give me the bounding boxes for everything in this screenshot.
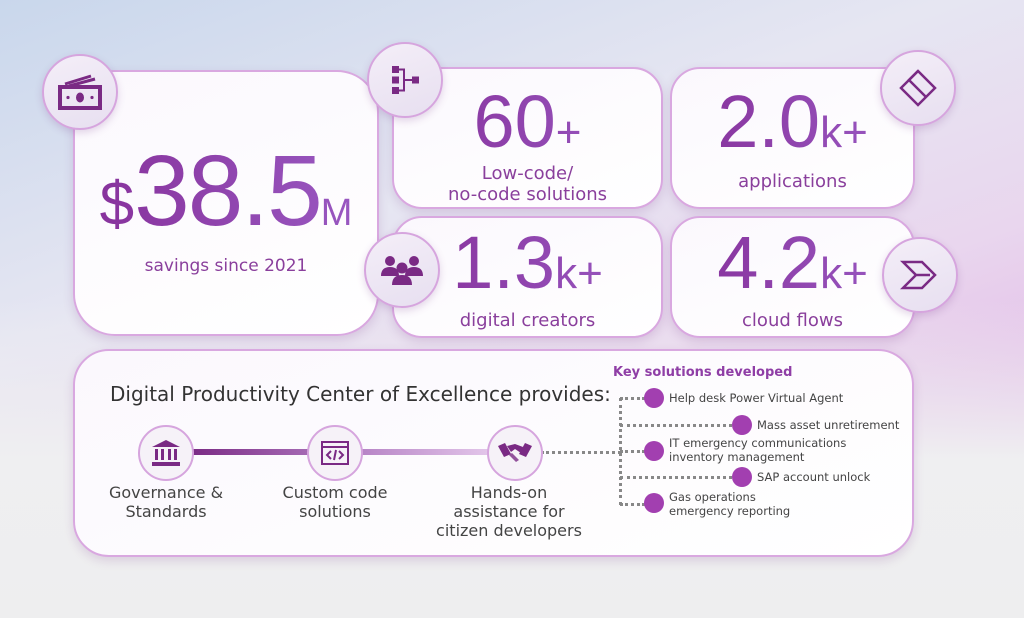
dotted-branch <box>620 476 732 479</box>
solution-item: IT emergency communications inventory man… <box>669 436 847 464</box>
money-icon <box>42 54 118 130</box>
solution-dot <box>644 388 664 408</box>
dotted-branch <box>620 450 645 453</box>
step-custom-code-label: Custom code solutions <box>282 483 388 521</box>
solution-item: Gas operations emergency reporting <box>669 490 791 518</box>
solution-dot <box>644 441 664 461</box>
stat-label: cloud flows <box>742 310 843 331</box>
hierarchy-icon <box>367 42 443 118</box>
savings-label: savings since 2021 <box>144 256 308 276</box>
handshake-icon <box>487 425 543 481</box>
solution-item: SAP account unlock <box>757 470 871 484</box>
solution-item: Help desk Power Virtual Agent <box>669 391 844 405</box>
step-hands-on-label: Hands-on assistance for citizen developers <box>436 483 582 540</box>
coe-title: Digital Productivity Center of Excellenc… <box>110 382 611 406</box>
stat-label: applications <box>738 171 847 192</box>
solution-dot <box>644 493 664 513</box>
stat-card-applications: 2.0k+ applications <box>670 67 915 209</box>
stat-label: digital creators <box>459 310 596 331</box>
solution-dot <box>732 467 752 487</box>
power-apps-icon <box>880 50 956 126</box>
bank-icon <box>138 425 194 481</box>
dotted-branch <box>620 503 645 506</box>
step-governance-label: Governance & Standards <box>108 483 224 521</box>
power-automate-icon <box>882 237 958 313</box>
key-solutions-title: Key solutions developed <box>613 365 793 380</box>
savings-number: 38.5 <box>134 135 321 247</box>
solution-item: Mass asset unretirement <box>757 418 900 432</box>
stat-value: 4.2k+ <box>672 220 913 305</box>
savings-value: $38.5M <box>75 134 377 249</box>
savings-unit: M <box>320 192 353 234</box>
dotted-connector <box>541 451 621 454</box>
savings-card: $38.5M savings since 2021 <box>73 70 379 336</box>
stat-label: Low-code/no-code solutions <box>447 163 608 205</box>
solution-dot <box>732 415 752 435</box>
stat-value: 2.0k+ <box>672 79 913 164</box>
currency-symbol: $ <box>99 170 135 239</box>
stat-card-flows: 4.2k+ cloud flows <box>670 216 915 338</box>
people-icon <box>364 232 440 308</box>
code-window-icon <box>307 425 363 481</box>
dotted-branch <box>620 424 732 427</box>
dotted-branch <box>620 397 645 400</box>
